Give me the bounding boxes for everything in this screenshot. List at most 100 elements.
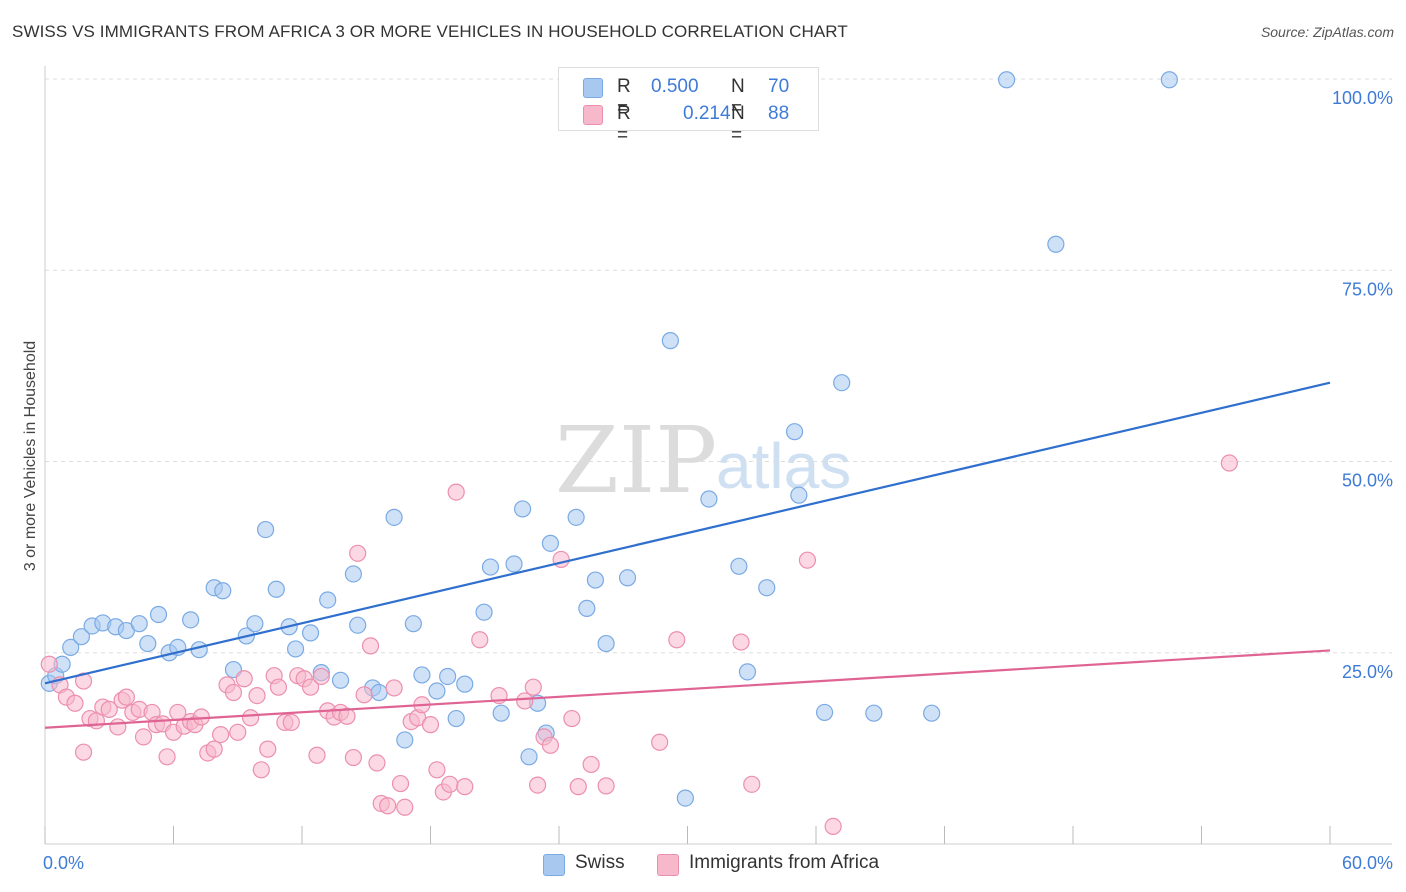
data-point — [286, 640, 305, 658]
data-point — [815, 703, 834, 722]
data-point — [100, 700, 118, 718]
chart-title: SWISS VS IMMIGRANTS FROM AFRICA 3 OR MOR… — [12, 22, 848, 41]
data-point — [798, 551, 817, 569]
y-tick-label: 100.0% — [1332, 88, 1393, 108]
data-point — [344, 565, 362, 583]
legend-r-label: R = — [617, 103, 631, 146]
data-point — [130, 615, 148, 633]
data-point — [563, 709, 581, 728]
data-point — [475, 603, 493, 621]
axes — [44, 66, 1392, 845]
data-point — [404, 615, 422, 633]
data-point — [368, 754, 386, 772]
data-point — [447, 483, 465, 501]
data-point — [421, 716, 440, 734]
data-point — [520, 748, 538, 766]
data-point — [282, 713, 300, 731]
data-point — [730, 557, 748, 575]
data-point — [516, 692, 534, 710]
data-point — [923, 704, 941, 722]
data-point — [338, 707, 356, 725]
legend-n-label: N = — [731, 76, 745, 119]
gridlines — [45, 78, 1392, 654]
legend-swatch-swiss — [583, 78, 603, 98]
bottom-legend-label-swiss: Swiss — [575, 852, 625, 873]
data-point — [618, 569, 637, 587]
legend-n-label: N = — [731, 103, 745, 146]
data-point — [586, 571, 605, 589]
data-point — [513, 500, 532, 518]
legend-r-value: 0.500 — [651, 76, 699, 97]
data-point — [40, 655, 58, 673]
data-point — [396, 798, 414, 816]
bottom-legend-swatch-swiss — [543, 854, 565, 876]
watermark-atlas: atlas — [716, 430, 851, 502]
data-point — [134, 728, 153, 746]
x-tick-label: 0.0% — [43, 853, 84, 873]
data-point — [214, 582, 232, 600]
data-point — [212, 726, 230, 744]
data-point — [578, 599, 596, 617]
data-point — [541, 534, 560, 552]
bottom-legend-swatch-africa — [657, 854, 679, 876]
legend-r-label: R = — [617, 76, 631, 119]
data-point — [379, 797, 397, 815]
data-point — [582, 755, 600, 774]
data-point — [743, 775, 761, 793]
legend-n-value: 70 — [768, 76, 790, 97]
data-point — [349, 616, 367, 634]
data-point — [205, 740, 223, 758]
data-point — [269, 678, 288, 696]
data-point — [331, 671, 350, 689]
data-point — [66, 694, 84, 712]
data-point — [528, 776, 547, 794]
data-point — [109, 718, 127, 736]
series-swiss — [40, 71, 1178, 807]
data-point — [246, 615, 264, 633]
data-point — [651, 733, 669, 751]
data-point — [319, 591, 337, 609]
data-point — [1047, 235, 1065, 253]
data-point — [428, 761, 446, 779]
data-point — [505, 555, 523, 573]
trend-line-swiss — [44, 381, 1331, 685]
data-point — [396, 731, 414, 749]
data-point — [370, 683, 388, 702]
data-point — [439, 667, 457, 686]
data-point — [471, 631, 489, 649]
data-point — [242, 709, 260, 727]
y-tick-label: 50.0% — [1342, 471, 1393, 491]
data-point — [248, 686, 266, 705]
data-point — [428, 682, 446, 700]
data-point — [117, 688, 135, 706]
y-tick-label: 75.0% — [1342, 279, 1393, 299]
tick-labels: 100.0% 75.0% 50.0% 25.0% 0.0% 60.0% — [43, 88, 1393, 873]
data-point — [1160, 71, 1178, 89]
data-point — [492, 704, 510, 722]
data-point — [301, 624, 320, 642]
data-point — [361, 637, 380, 655]
data-point — [259, 740, 277, 758]
y-tick-label: 25.0% — [1342, 662, 1393, 682]
data-point — [385, 679, 403, 697]
data-point — [998, 71, 1016, 89]
data-point — [790, 486, 808, 504]
correlation-legend: R = 0.500 N = 70 R = 0.214 N = 88 — [558, 67, 819, 146]
data-point — [661, 332, 679, 350]
legend-n-value: 88 — [768, 103, 790, 124]
data-point — [700, 490, 718, 508]
data-point — [456, 675, 474, 693]
data-point — [597, 634, 615, 653]
data-point — [139, 634, 157, 653]
bottom-legend-label-africa: Immigrants from Africa — [689, 852, 880, 873]
data-point — [413, 666, 431, 684]
watermark-zip: ZIP — [555, 407, 717, 514]
data-point — [441, 775, 459, 793]
data-point — [385, 508, 403, 526]
data-point — [301, 678, 320, 696]
data-point — [569, 778, 587, 796]
data-point — [252, 761, 270, 779]
data-point — [456, 778, 474, 796]
data-point — [668, 631, 686, 649]
